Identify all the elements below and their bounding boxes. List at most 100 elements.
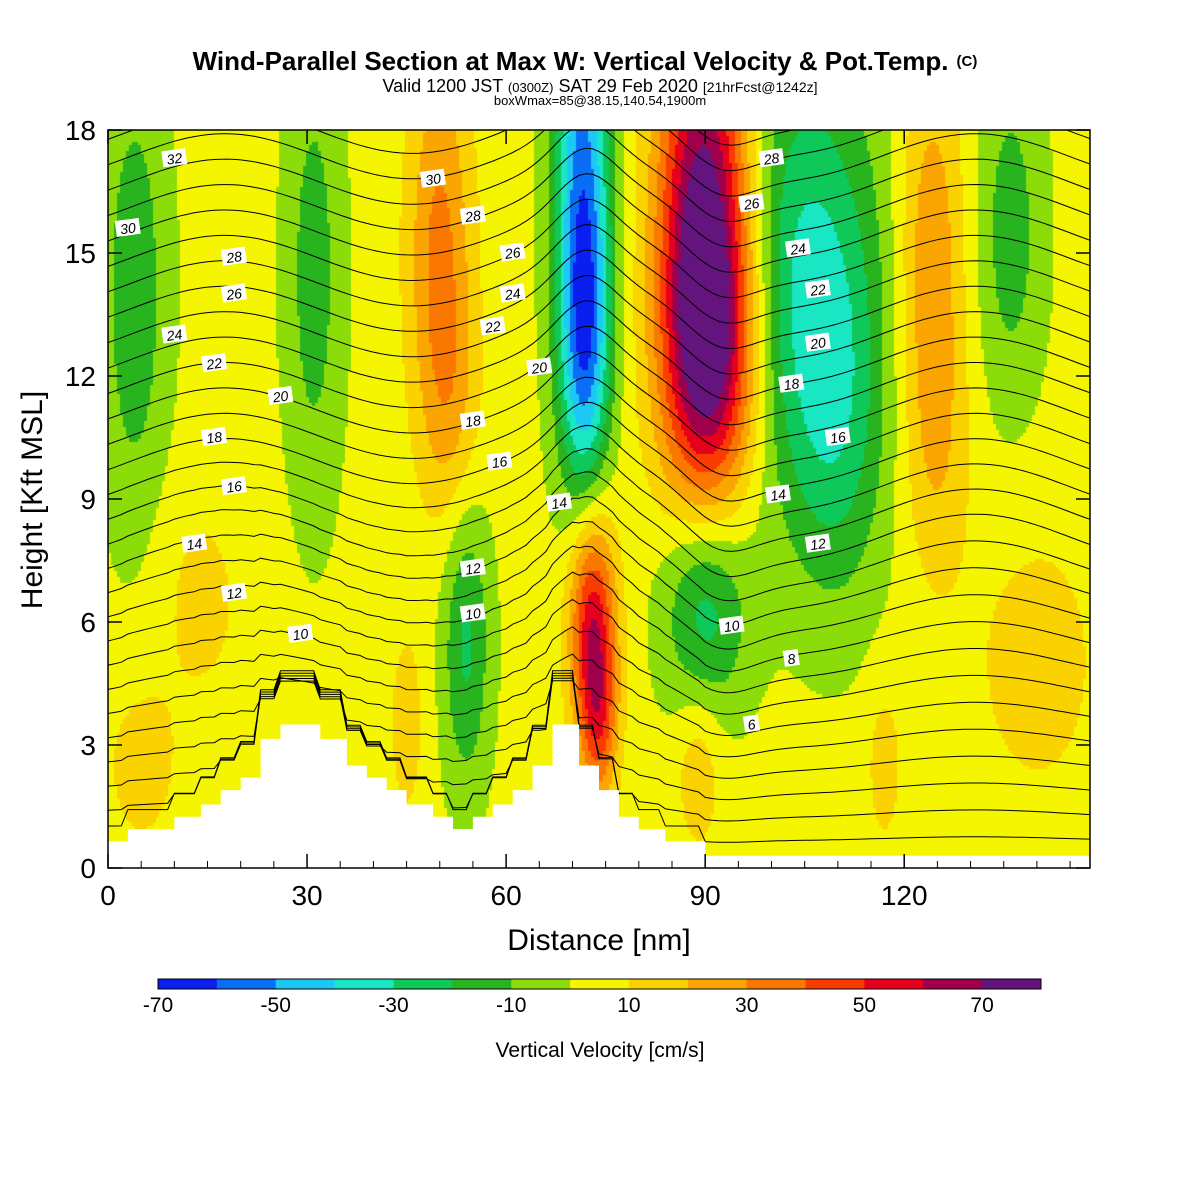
svg-text:10: 10 bbox=[292, 625, 310, 643]
potential-temperature-contours bbox=[108, 130, 1090, 843]
isentrope-line bbox=[108, 173, 1090, 273]
svg-text:16: 16 bbox=[491, 453, 509, 471]
isentrope-label: 22 bbox=[479, 316, 506, 336]
isentrope-line bbox=[108, 147, 1090, 248]
axes: 0 30 60 90 120 0 3 6 9 12 15 18 bbox=[65, 115, 1090, 911]
svg-text:20: 20 bbox=[271, 387, 290, 405]
svg-text:18: 18 bbox=[205, 428, 223, 446]
x-tick-label: 60 bbox=[491, 880, 522, 911]
isentrope-line bbox=[108, 520, 1090, 626]
colorbar-tick-label: 70 bbox=[970, 994, 993, 1017]
svg-text:26: 26 bbox=[742, 195, 761, 213]
isentrope-line bbox=[108, 675, 1090, 801]
colorbar-tick-label: -10 bbox=[496, 994, 526, 1017]
isentrope-label: 18 bbox=[778, 373, 805, 393]
colorbar-swatch bbox=[334, 979, 394, 989]
svg-text:24: 24 bbox=[165, 326, 184, 344]
isentrope-label: 8 bbox=[782, 648, 800, 667]
svg-text:28: 28 bbox=[224, 248, 243, 266]
x-tick-label: 120 bbox=[881, 880, 928, 911]
colorbar-swatch bbox=[452, 979, 512, 989]
isentrope-label: 16 bbox=[824, 426, 851, 447]
isentrope-label: 30 bbox=[419, 168, 446, 188]
isentrope-label: 14 bbox=[181, 533, 208, 553]
isentrope-label: 24 bbox=[784, 238, 811, 258]
isentrope-line bbox=[108, 545, 1090, 650]
isentrope-line bbox=[108, 401, 1090, 502]
isentrope-line bbox=[108, 198, 1090, 299]
isentrope-label: 28 bbox=[758, 148, 785, 168]
colorbar-swatch bbox=[746, 979, 807, 989]
svg-text:32: 32 bbox=[166, 150, 184, 168]
colorbar-tick-label: -30 bbox=[378, 994, 408, 1017]
isentrope-label: 18 bbox=[459, 410, 486, 430]
colorbar-swatch bbox=[216, 979, 277, 989]
isentrope-line bbox=[108, 680, 1090, 758]
x-tick-label: 30 bbox=[291, 880, 322, 911]
colorbar-label: Vertical Velocity [cm/s] bbox=[496, 1039, 705, 1062]
svg-text:18: 18 bbox=[783, 375, 801, 393]
svg-text:18: 18 bbox=[464, 412, 482, 430]
colorbar-swatch bbox=[158, 979, 218, 989]
colorbar-tick-label: 50 bbox=[853, 994, 876, 1017]
potential-temperature-labels: 3230282624222018161412103028262422201816… bbox=[114, 148, 851, 733]
svg-text:24: 24 bbox=[788, 240, 807, 258]
isentrope-line bbox=[108, 677, 1090, 779]
isentrope-line bbox=[108, 598, 1090, 694]
svg-text:12: 12 bbox=[225, 584, 243, 602]
isentrope-line bbox=[108, 448, 1090, 552]
isentrope-label: 28 bbox=[459, 205, 486, 225]
svg-text:30: 30 bbox=[424, 170, 442, 188]
y-axis-label: Height [Kft MSL] bbox=[16, 391, 49, 609]
svg-text:26: 26 bbox=[503, 244, 522, 262]
colorbar-swatch bbox=[570, 979, 630, 989]
isentrope-line bbox=[108, 626, 1090, 715]
x-axis-label: Distance [nm] bbox=[507, 924, 690, 957]
isentrope-line bbox=[108, 325, 1090, 426]
isentrope-line bbox=[108, 376, 1090, 477]
isentrope-label: 28 bbox=[220, 246, 247, 266]
svg-text:22: 22 bbox=[483, 318, 502, 336]
isentrope-label: 18 bbox=[201, 426, 228, 447]
isentrope-label: 22 bbox=[201, 353, 228, 373]
colorbar: -70 -50 -30 -10 10 30 50 70 bbox=[143, 978, 1042, 1017]
isentrope-line bbox=[108, 300, 1090, 400]
isentrope-label: 24 bbox=[161, 324, 188, 344]
isentrope-label: 20 bbox=[526, 357, 553, 377]
y-tick-label: 18 bbox=[65, 115, 96, 146]
colorbar-swatch bbox=[805, 979, 865, 989]
svg-text:26: 26 bbox=[224, 285, 243, 303]
isentrope-label: 20 bbox=[804, 332, 831, 352]
isentrope-label: 6 bbox=[742, 714, 761, 733]
isentrope-label: 14 bbox=[764, 484, 791, 504]
isentrope-line bbox=[108, 495, 1090, 602]
isentrope-line bbox=[108, 130, 1090, 223]
svg-text:22: 22 bbox=[204, 355, 223, 373]
svg-text:6: 6 bbox=[747, 716, 757, 733]
svg-text:10: 10 bbox=[723, 617, 741, 635]
svg-text:22: 22 bbox=[808, 281, 827, 299]
isentrope-label: 22 bbox=[804, 279, 831, 299]
svg-text:24: 24 bbox=[503, 285, 522, 303]
isentrope-line bbox=[108, 223, 1090, 324]
isentrope-line bbox=[108, 130, 1090, 197]
isentrope-line bbox=[108, 471, 1090, 578]
isentrope-line bbox=[108, 274, 1090, 375]
svg-text:28: 28 bbox=[463, 207, 482, 225]
isentrope-label: 30 bbox=[114, 217, 141, 237]
y-tick-label: 12 bbox=[65, 361, 96, 392]
colorbar-swatch bbox=[393, 979, 453, 989]
colorbar-tick-label: 10 bbox=[617, 994, 640, 1017]
chart-title: Wind-Parallel Section at Max W: Vertical… bbox=[193, 46, 978, 76]
svg-text:8: 8 bbox=[786, 650, 796, 667]
svg-text:10: 10 bbox=[464, 605, 482, 623]
svg-text:20: 20 bbox=[529, 359, 548, 377]
terrain-mask bbox=[108, 724, 1090, 868]
chart-subtitle-box-wmax: boxWmax=85@38.15,140.54,1900m bbox=[494, 93, 706, 108]
colorbar-tick-label: -70 bbox=[143, 994, 173, 1017]
isentrope-label: 24 bbox=[499, 283, 526, 303]
y-tick-label: 0 bbox=[80, 853, 96, 884]
svg-text:12: 12 bbox=[809, 535, 827, 553]
svg-text:14: 14 bbox=[550, 494, 568, 512]
